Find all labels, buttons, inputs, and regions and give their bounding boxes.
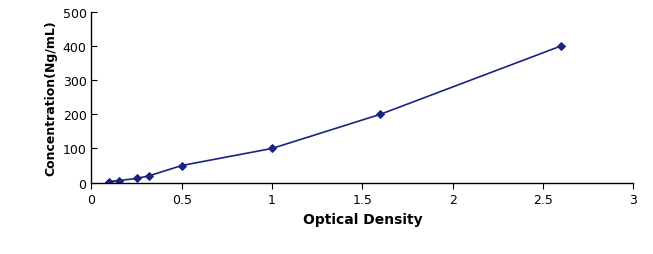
- X-axis label: Optical Density: Optical Density: [302, 212, 422, 226]
- Y-axis label: Concentration(Ng/mL): Concentration(Ng/mL): [44, 20, 57, 175]
